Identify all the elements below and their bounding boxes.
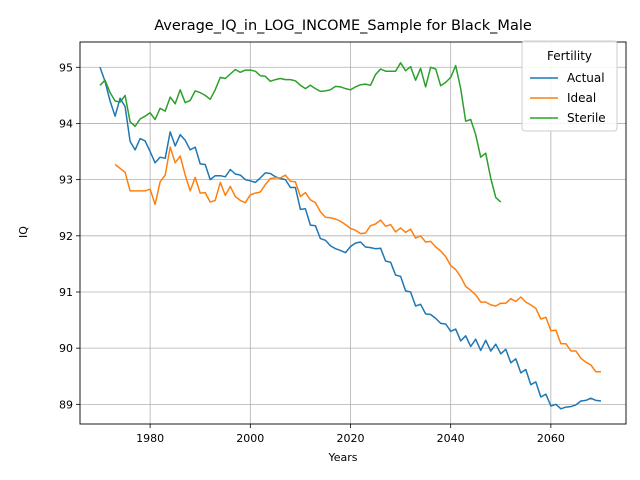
x-axis-label: Years [327,451,357,464]
chart-title: Average_IQ_in_LOG_INCOME_Sample for Blac… [154,18,532,34]
legend-box [521,40,618,132]
series-line-sterile [99,62,502,203]
y-tick-label: 90 [59,342,73,355]
legend-label-ideal: Ideal [567,91,596,105]
y-tick-label: 94 [59,117,73,130]
legend: Fertility Actual Ideal Sterile [521,40,618,132]
y-axis-ticks: 89 90 91 92 93 94 95 [59,61,80,411]
series-line-actual [99,67,602,410]
x-tick-label: 2060 [537,432,565,445]
legend-label-sterile: Sterile [567,111,606,125]
legend-label-actual: Actual [567,71,605,85]
y-tick-label: 89 [59,398,73,411]
series-lines [99,62,602,410]
y-tick-label: 92 [59,230,73,243]
y-tick-label: 91 [59,286,73,299]
plot-frame [79,41,627,425]
y-tick-label: 93 [59,174,73,187]
legend-title: Fertility [547,49,592,63]
x-tick-label: 2000 [236,432,264,445]
gridlines [80,42,626,424]
y-axis-label: IQ [17,226,30,238]
x-tick-label: 1980 [136,432,164,445]
x-axis-ticks: 1980 2000 2020 2040 2060 [136,424,565,445]
series-line-ideal [114,146,601,373]
x-tick-label: 2020 [336,432,364,445]
x-tick-label: 2040 [437,432,465,445]
y-tick-label: 95 [59,61,73,74]
